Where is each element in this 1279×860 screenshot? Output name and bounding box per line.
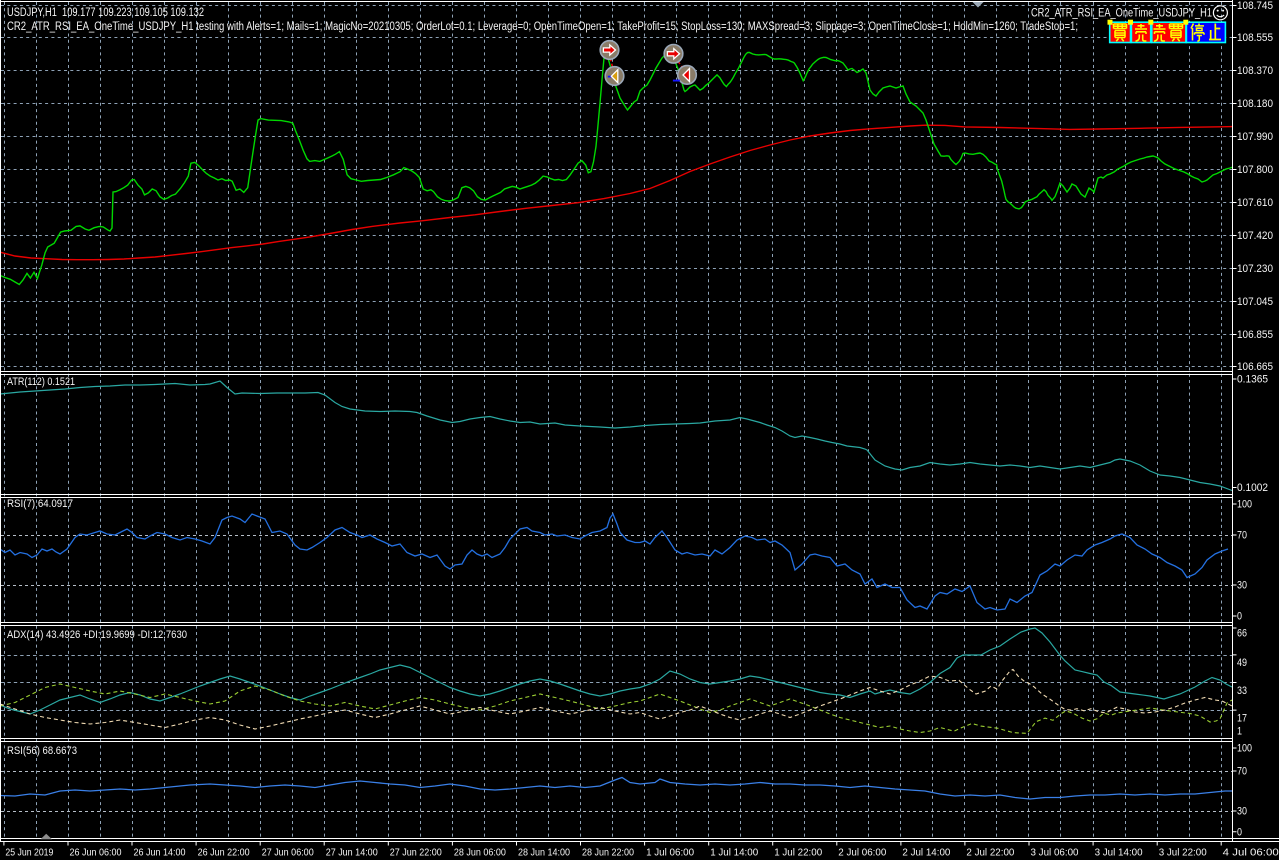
svg-text:30: 30 bbox=[1237, 580, 1247, 592]
svg-text:3 Jul 22:00: 3 Jul 22:00 bbox=[1159, 847, 1207, 859]
svg-text:4 Jul 06:00: 4 Jul 06:00 bbox=[1223, 847, 1279, 859]
svg-text:1 Jul 14:00: 1 Jul 14:00 bbox=[710, 847, 758, 859]
svg-text:49: 49 bbox=[1237, 657, 1247, 669]
svg-text:108.370: 108.370 bbox=[1237, 65, 1273, 77]
svg-text:70: 70 bbox=[1237, 766, 1247, 778]
svg-text:1: 1 bbox=[1237, 725, 1242, 737]
svg-text:26 Jun 22:00: 26 Jun 22:00 bbox=[198, 847, 250, 859]
svg-text:1 Jul 22:00: 1 Jul 22:00 bbox=[774, 847, 822, 859]
svg-text:70: 70 bbox=[1237, 530, 1247, 542]
svg-text:106.855: 106.855 bbox=[1237, 329, 1273, 341]
svg-text:100: 100 bbox=[1237, 499, 1252, 511]
svg-text:107.990: 107.990 bbox=[1237, 131, 1273, 143]
svg-text:3 Jul 14:00: 3 Jul 14:00 bbox=[1095, 847, 1143, 859]
svg-text:0.1365: 0.1365 bbox=[1237, 374, 1268, 386]
svg-text:RSI(7) 64.0917: RSI(7) 64.0917 bbox=[7, 498, 73, 510]
svg-text:30: 30 bbox=[1237, 806, 1247, 818]
svg-text:28 Jun 22:00: 28 Jun 22:00 bbox=[582, 847, 634, 859]
svg-text:107.610: 107.610 bbox=[1237, 197, 1273, 209]
svg-text:27 Jun 22:00: 27 Jun 22:00 bbox=[390, 847, 442, 859]
svg-text:108.555: 108.555 bbox=[1237, 32, 1273, 44]
svg-text:108.745: 108.745 bbox=[1237, 0, 1273, 12]
svg-text:66: 66 bbox=[1237, 628, 1247, 640]
svg-text:2 Jul 14:00: 2 Jul 14:00 bbox=[902, 847, 950, 859]
svg-text:108.180: 108.180 bbox=[1237, 98, 1273, 110]
svg-text:0: 0 bbox=[1237, 611, 1242, 623]
svg-text:107.230: 107.230 bbox=[1237, 263, 1273, 275]
svg-text:27 Jun 06:00: 27 Jun 06:00 bbox=[262, 847, 314, 859]
svg-text:ADX(14) 43.4926 +DI:19.9699 -D: ADX(14) 43.4926 +DI:19.9699 -DI:12.7630 bbox=[7, 629, 187, 641]
svg-text:USDJPY,H1 109.177 109.223 109: USDJPY,H1 109.177 109.223 109.105 109.13… bbox=[7, 7, 204, 19]
svg-text:CR2_ATR_RSI_EA_OneTime_USDJPY_: CR2_ATR_RSI_EA_OneTime_USDJPY_H1 testing… bbox=[7, 21, 1078, 33]
svg-text:2 Jul 22:00: 2 Jul 22:00 bbox=[966, 847, 1014, 859]
svg-text:107.800: 107.800 bbox=[1237, 164, 1273, 176]
svg-text:1 Jul 06:00: 1 Jul 06:00 bbox=[646, 847, 694, 859]
svg-text:CR2_ATR_RSI_EA_OneTime_USDJPY_: CR2_ATR_RSI_EA_OneTime_USDJPY_H1 bbox=[1031, 8, 1212, 20]
svg-text:25 Jun 2019: 25 Jun 2019 bbox=[5, 847, 53, 859]
svg-text:28 Jun 06:00: 28 Jun 06:00 bbox=[454, 847, 506, 859]
svg-text:107.420: 107.420 bbox=[1237, 230, 1273, 242]
svg-text:RSI(56) 68.6673: RSI(56) 68.6673 bbox=[7, 745, 77, 757]
svg-text:0: 0 bbox=[1237, 826, 1242, 838]
svg-text:2 Jul 06:00: 2 Jul 06:00 bbox=[838, 847, 886, 859]
svg-text:100: 100 bbox=[1237, 743, 1252, 755]
svg-text:107.045: 107.045 bbox=[1237, 296, 1273, 308]
svg-text:33: 33 bbox=[1237, 685, 1247, 697]
svg-text:26 Jun 06:00: 26 Jun 06:00 bbox=[70, 847, 122, 859]
svg-text:0.1002: 0.1002 bbox=[1237, 482, 1268, 494]
svg-text:106.665: 106.665 bbox=[1237, 361, 1273, 373]
svg-text:26 Jun 14:00: 26 Jun 14:00 bbox=[134, 847, 186, 859]
svg-text:17: 17 bbox=[1237, 713, 1247, 725]
svg-text:27 Jun 14:00: 27 Jun 14:00 bbox=[326, 847, 378, 859]
svg-text:28 Jun 14:00: 28 Jun 14:00 bbox=[518, 847, 570, 859]
svg-text:ATR(112) 0.1521: ATR(112) 0.1521 bbox=[7, 376, 75, 388]
svg-text:3 Jul 06:00: 3 Jul 06:00 bbox=[1031, 847, 1079, 859]
